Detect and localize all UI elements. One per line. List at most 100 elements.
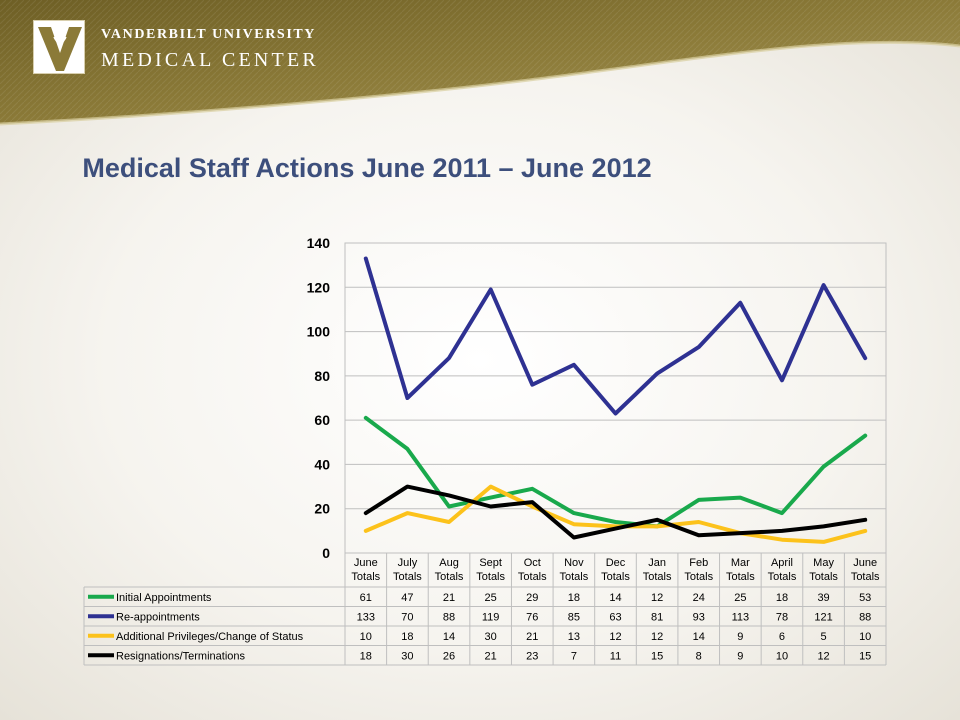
plot-area-border <box>344 242 887 554</box>
table-cell-value: 88 <box>443 611 455 623</box>
series-line <box>363 484 868 544</box>
y-tick-label: 140 <box>307 235 331 251</box>
table-cell-value: 11 <box>610 650 621 662</box>
x-category-label: Totals <box>518 571 547 583</box>
x-category-label: July <box>398 557 418 569</box>
logo-medical-center: MEDICAL CENTER <box>101 49 319 71</box>
slide-title: Medical Staff Actions June 2011 – June 2… <box>82 153 652 183</box>
y-tick-label: 80 <box>314 368 330 384</box>
table-cell-value: 85 <box>568 611 580 623</box>
table-cell-value: 88 <box>859 611 871 623</box>
x-category-label: Totals <box>726 571 755 583</box>
table-cell-value: 76 <box>526 611 538 623</box>
table-cell-value: 13 <box>568 631 580 643</box>
x-category-label: Oct <box>524 557 541 569</box>
series-line <box>363 484 868 540</box>
series-line <box>363 256 868 416</box>
table-cell-value: 25 <box>485 592 497 604</box>
table-cell-value: 10 <box>360 631 372 643</box>
series-name-label: Additional Privileges/Change of Status <box>116 631 304 643</box>
table-cell-value: 53 <box>859 592 871 604</box>
x-category-label: Totals <box>809 571 838 583</box>
table-cell-value: 14 <box>693 631 705 643</box>
table-cell-value: 9 <box>737 650 743 662</box>
series-line <box>363 415 868 529</box>
x-category-label: Totals <box>351 571 380 583</box>
table-cell-value: 23 <box>526 650 538 662</box>
table-cell-value: 5 <box>821 631 827 643</box>
y-tick-label: 40 <box>314 456 330 472</box>
table-cell-value: 12 <box>609 631 621 643</box>
table-cell-value: 21 <box>485 650 497 662</box>
x-category-label: Totals <box>768 571 797 583</box>
table-cell-value: 21 <box>526 631 538 643</box>
table-cell-value: 15 <box>651 650 663 662</box>
table-cell-value: 121 <box>814 611 832 623</box>
table-cell-value: 93 <box>693 611 705 623</box>
x-category-label: May <box>813 557 834 569</box>
x-category-label: April <box>771 557 793 569</box>
x-category-label: Totals <box>476 571 505 583</box>
table-cell-value: 133 <box>357 611 375 623</box>
x-category-label: Aug <box>439 557 459 569</box>
table-cell-value: 15 <box>859 650 871 662</box>
y-tick-label: 60 <box>314 412 330 428</box>
table-cell-value: 24 <box>693 592 705 604</box>
x-category-label: Totals <box>435 571 464 583</box>
oak-leaf-v-icon <box>38 27 82 71</box>
table-cell-value: 30 <box>401 650 413 662</box>
table-cell-value: 119 <box>482 611 500 623</box>
table-cell-value: 29 <box>526 592 538 604</box>
y-tick-label: 0 <box>322 545 330 561</box>
table-cell-value: 14 <box>443 631 455 643</box>
table-cell-value: 30 <box>485 631 497 643</box>
series-name-label: Initial Appointments <box>116 592 212 604</box>
table-cell-value: 7 <box>571 650 577 662</box>
table-cell-value: 78 <box>776 611 788 623</box>
table-cell-value: 18 <box>360 650 372 662</box>
table-cell-value: 6 <box>779 631 785 643</box>
table-cell-value: 12 <box>817 650 829 662</box>
table-cell-value: 63 <box>609 611 621 623</box>
table-cell-value: 14 <box>609 592 621 604</box>
y-tick-label: 20 <box>314 501 330 517</box>
x-category-label: Totals <box>643 571 672 583</box>
x-category-label: Totals <box>684 571 713 583</box>
series-name-label: Resignations/Terminations <box>116 650 246 662</box>
x-category-label: Dec <box>606 557 626 569</box>
vanderbilt-logo <box>33 20 85 74</box>
table-cell-value: 21 <box>443 592 455 604</box>
y-tick-label: 100 <box>307 324 331 340</box>
table-cell-value: 18 <box>568 592 580 604</box>
table-cell-value: 8 <box>696 650 702 662</box>
x-category-label: Sept <box>479 557 502 569</box>
x-category-label: Totals <box>851 571 880 583</box>
table-cell-value: 18 <box>401 631 413 643</box>
table-cell-value: 26 <box>443 650 455 662</box>
header-banner: VANDERBILT UNIVERSITY MEDICAL CENTER <box>0 0 960 170</box>
table-cell-value: 113 <box>732 611 750 623</box>
table-cell-value: 39 <box>817 592 829 604</box>
table-cell-value: 47 <box>401 592 413 604</box>
table-cell-value: 12 <box>651 592 663 604</box>
table-cell-value: 25 <box>734 592 746 604</box>
table-cell-value: 12 <box>651 631 663 643</box>
table-cell-value: 81 <box>651 611 663 623</box>
logo-university-name: VANDERBILT UNIVERSITY <box>101 27 317 42</box>
x-category-label: Jan <box>648 557 666 569</box>
x-category-label: June <box>853 557 877 569</box>
table-cell-value: 61 <box>360 592 372 604</box>
table-cell-value: 10 <box>776 650 788 662</box>
x-category-label: Mar <box>731 557 750 569</box>
table-cell-value: 10 <box>859 631 871 643</box>
series-name-label: Re-appointments <box>116 611 200 623</box>
x-category-label: Totals <box>601 571 630 583</box>
x-category-label: June <box>354 557 378 569</box>
x-category-label: Totals <box>560 571 589 583</box>
table-cell-value: 18 <box>776 592 788 604</box>
table-cell-value: 9 <box>737 631 743 643</box>
x-category-label: Totals <box>393 571 422 583</box>
table-cell-value: 70 <box>401 611 413 623</box>
x-category-label: Feb <box>689 557 708 569</box>
